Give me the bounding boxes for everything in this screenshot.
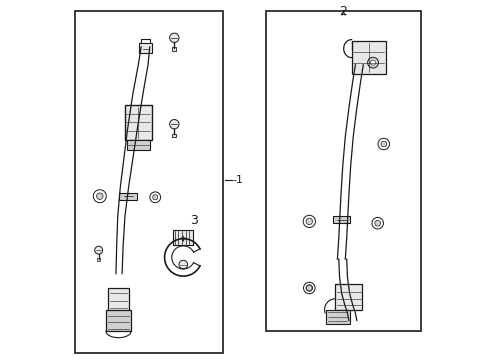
Bar bbox=[265, 11, 420, 331]
Bar bbox=[75, 11, 223, 353]
Circle shape bbox=[149, 192, 160, 203]
Circle shape bbox=[169, 120, 179, 129]
Circle shape bbox=[93, 190, 106, 203]
Bar bbox=[126, 140, 150, 150]
Circle shape bbox=[380, 141, 386, 147]
Circle shape bbox=[169, 33, 179, 42]
Bar bbox=[332, 216, 349, 223]
Bar bbox=[335, 284, 362, 310]
Circle shape bbox=[96, 193, 103, 199]
Circle shape bbox=[305, 218, 312, 225]
Circle shape bbox=[306, 285, 311, 291]
Bar bbox=[107, 288, 129, 311]
Circle shape bbox=[377, 138, 389, 150]
Bar bbox=[172, 134, 176, 137]
Circle shape bbox=[152, 195, 158, 200]
Bar bbox=[124, 105, 151, 140]
Circle shape bbox=[179, 260, 187, 269]
Circle shape bbox=[370, 60, 375, 65]
Text: 3: 3 bbox=[189, 214, 197, 227]
Bar bbox=[325, 310, 349, 324]
Circle shape bbox=[371, 217, 383, 229]
Circle shape bbox=[303, 282, 314, 294]
Bar bbox=[172, 47, 176, 51]
Circle shape bbox=[374, 220, 380, 226]
Circle shape bbox=[367, 57, 378, 68]
Bar bbox=[119, 193, 137, 200]
Bar bbox=[97, 258, 101, 261]
Ellipse shape bbox=[305, 285, 312, 291]
Bar bbox=[106, 310, 131, 331]
Text: 2: 2 bbox=[339, 5, 347, 18]
Bar bbox=[351, 41, 385, 74]
Circle shape bbox=[95, 246, 102, 254]
Circle shape bbox=[303, 215, 315, 228]
Bar bbox=[173, 230, 193, 245]
Bar bbox=[139, 43, 152, 53]
Text: -1: -1 bbox=[232, 175, 243, 185]
